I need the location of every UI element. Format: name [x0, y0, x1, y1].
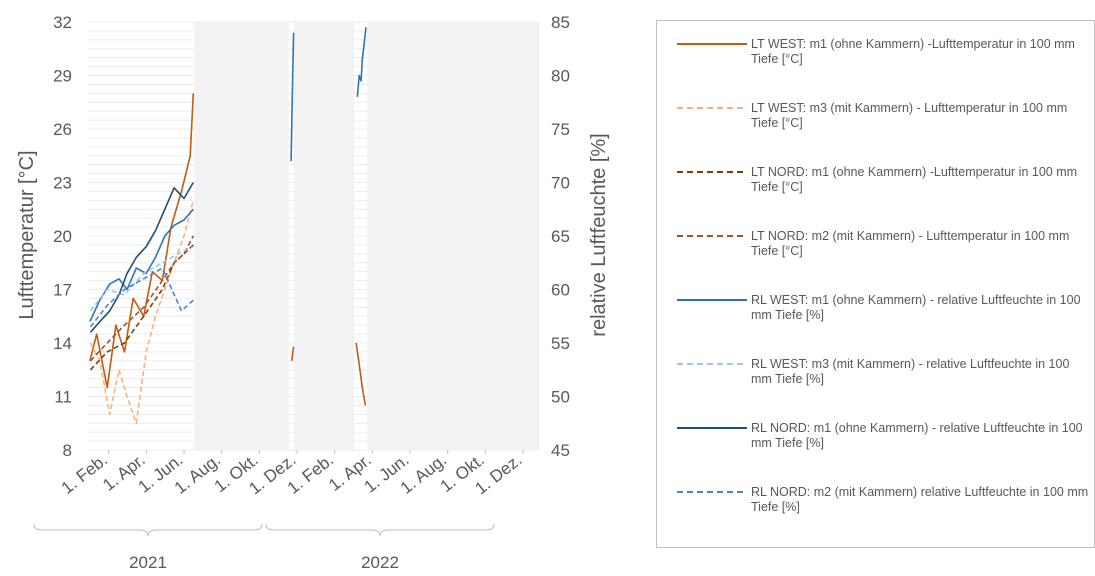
y-axis-left-title: Lufttemperatur [°C]: [16, 150, 38, 319]
y-right-tick-label: 45: [551, 441, 570, 460]
series-line-8: [89, 267, 194, 328]
y-left-tick-label: 8: [63, 441, 72, 460]
chart: 32 29 26 23 20 17 14 11 8 85 80 75 70 65 60 55 50 45 1. …: [16, 13, 610, 572]
legend-item: RL NORD: m2 (mit Kammern) relative Luftf…: [677, 485, 1095, 525]
series-line-1: [290, 346, 295, 361]
legend-swatch: [677, 171, 747, 173]
series-line-5: [290, 32, 295, 162]
y-left-tick-label: 14: [53, 334, 72, 353]
y-right-tick-label: 70: [551, 174, 570, 193]
year-groups: 2021 2022: [33, 523, 495, 572]
y-left-tick-label: 29: [53, 67, 72, 86]
y-right-tick-label: 50: [551, 388, 570, 407]
y-right-tick-label: 65: [551, 227, 570, 246]
legend-label: RL NORD: m1 (ohne Kammern) - relative Lu…: [751, 421, 1083, 450]
y-right-tick-label: 85: [551, 13, 570, 32]
y-left-tick-label: 23: [53, 174, 72, 193]
legend-swatch: [677, 363, 747, 365]
y-right-tick-label: 80: [551, 67, 570, 86]
y-right-tick-label: 75: [551, 120, 570, 139]
legend-label: RL WEST: m3 (mit Kammern) - relative Luf…: [751, 357, 1070, 386]
series-line-5: [356, 27, 367, 97]
y-left-tick-label: 20: [53, 227, 72, 246]
year-brace: [33, 523, 263, 537]
legend-swatch: [677, 107, 747, 109]
legend-item: RL NORD: m1 (ohne Kammern) - relative Lu…: [677, 421, 1095, 461]
legend-item: LT NORD: m2 (mit Kammern) - Lufttemperat…: [677, 229, 1095, 269]
legend-item: LT WEST: m3 (mit Kammern) - Lufttemperat…: [677, 101, 1095, 141]
legend-swatch: [677, 299, 747, 301]
legend-label: LT NORD: m2 (mit Kammern) - Lufttemperat…: [751, 229, 1070, 258]
legend-swatch: [677, 235, 747, 237]
legend-item: LT WEST: m1 (ohne Kammern) -Lufttemperat…: [677, 37, 1095, 77]
y-left-tick-label: 11: [54, 388, 72, 407]
no-data-shading: [194, 22, 540, 450]
series-line-3: [89, 244, 194, 371]
y-right-tick-label: 55: [551, 334, 570, 353]
legend-label: LT WEST: m3 (mit Kammern) - Lufttemperat…: [751, 101, 1068, 130]
legend-label: LT NORD: m1 (ohne Kammern) -Lufttemperat…: [751, 165, 1078, 194]
year-label: 2022: [361, 553, 399, 572]
legend-label: RL NORD: m2 (mit Kammern) relative Luftf…: [751, 485, 1089, 514]
y-left-tick-label: 32: [53, 13, 72, 32]
x-axis-ticks: 1. Feb.1. Apr.1. Jun.1. Aug.1. Okt.1. De…: [58, 450, 526, 498]
series-line-2: [89, 200, 195, 425]
legend-label: LT WEST: m1 (ohne Kammern) -Lufttemperat…: [751, 37, 1075, 66]
legend-item: RL WEST: m1 (ohne Kammern) - relative Lu…: [677, 293, 1095, 333]
y-axis-left-ticks: 32 29 26 23 20 17 14 11 8: [53, 13, 72, 460]
series-line-4: [89, 235, 195, 362]
series-line-1: [355, 342, 367, 406]
legend-item: RL WEST: m3 (mit Kammern) - relative Luf…: [677, 357, 1095, 397]
series-line-6: [89, 245, 194, 312]
y-axis-right-title: relative Luftfeuchte [%]: [588, 133, 610, 336]
legend-swatch: [677, 43, 747, 45]
series-line-5: [89, 208, 194, 322]
series-lines: [89, 27, 367, 425]
legend-swatch: [677, 491, 747, 493]
no-data-region: [367, 22, 540, 450]
legend-label: RL WEST: m1 (ohne Kammern) - relative Lu…: [751, 293, 1081, 322]
legend-item: LT NORD: m1 (ohne Kammern) -Lufttemperat…: [677, 165, 1095, 205]
year-label: 2021: [129, 553, 167, 572]
y-left-tick-label: 26: [53, 120, 72, 139]
y-left-tick-label: 17: [53, 281, 72, 300]
no-data-region: [194, 22, 289, 450]
legend-swatch: [677, 427, 747, 429]
no-data-region: [294, 22, 355, 450]
series-line-7: [89, 182, 194, 333]
year-brace: [265, 523, 495, 537]
y-axis-right-ticks: 85 80 75 70 65 60 55 50 45: [551, 13, 570, 460]
legend: LT WEST: m1 (ohne Kammern) -Lufttemperat…: [656, 20, 1095, 548]
y-right-tick-label: 60: [551, 281, 570, 300]
